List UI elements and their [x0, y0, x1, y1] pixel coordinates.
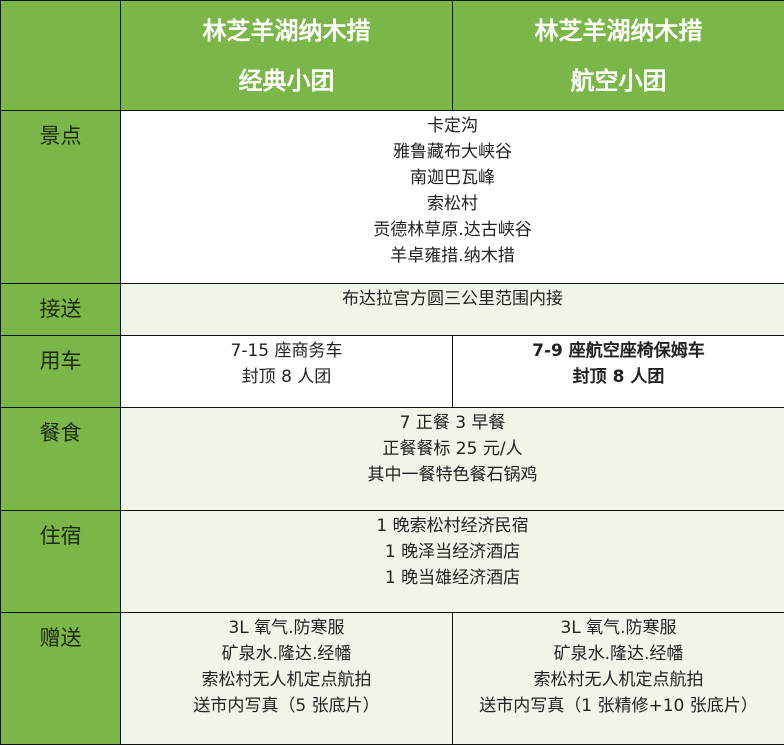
list-item: 贡德林草原.达古峡谷	[121, 217, 784, 243]
row-pickup: 接送 布达拉宫方圆三公里范围内接	[1, 284, 784, 336]
list-item: 封顶 8 人团	[121, 364, 452, 390]
list-item: 正餐餐标 25 元/人	[121, 436, 784, 462]
header-corner	[1, 1, 121, 111]
vehicle-classic-cell: 7-15 座商务车封顶 8 人团	[121, 336, 453, 408]
list-item: 矿泉水.隆达.经幡	[121, 641, 452, 667]
row-gifts: 赠送 3L 氧气.防寒服 矿泉水.隆达.经幡 索松村无人机定点航拍 送市内写真（…	[1, 613, 784, 745]
vehicle-air-cell: 7-9 座航空座椅保姆车封顶 8 人团	[453, 336, 784, 408]
header-air: 林芝羊湖纳木措航空小团	[453, 1, 784, 111]
lodging-cell: 1 晚索松村经济民宿 1 晚泽当经济酒店 1 晚当雄经济酒店	[121, 511, 784, 613]
list-item: 7-9 座航空座椅保姆车	[453, 338, 784, 364]
row-label: 赠送	[1, 613, 121, 745]
list-item: 1 晚泽当经济酒店	[121, 539, 784, 565]
row-label: 餐食	[1, 408, 121, 511]
row-scenic: 景点 卡定沟 雅鲁藏布大峡谷 南迦巴瓦峰 索松村 贡德林草原.达古峡谷 羊卓雍措…	[1, 111, 784, 284]
list-item: 索松村	[121, 191, 784, 217]
list-item: 3L 氧气.防寒服	[121, 615, 452, 641]
list-item: 其中一餐特色餐石锅鸡	[121, 462, 784, 488]
header-subtitle: 经典小团	[121, 56, 452, 106]
gifts-air-cell: 3L 氧气.防寒服 矿泉水.隆达.经幡 索松村无人机定点航拍 送市内写真（1 张…	[453, 613, 784, 745]
row-label: 景点	[1, 111, 121, 284]
header-title: 林芝羊湖纳木措	[453, 6, 784, 56]
gifts-classic-cell: 3L 氧气.防寒服 矿泉水.隆达.经幡 索松村无人机定点航拍 送市内写真（5 张…	[121, 613, 453, 745]
meals-cell: 7 正餐 3 早餐 正餐餐标 25 元/人 其中一餐特色餐石锅鸡	[121, 408, 784, 511]
list-item: 1 晚索松村经济民宿	[121, 513, 784, 539]
row-label: 住宿	[1, 511, 121, 613]
list-item: 羊卓雍措.纳木措	[121, 243, 784, 269]
list-item: 索松村无人机定点航拍	[121, 667, 452, 693]
list-item: 卡定沟	[121, 113, 784, 139]
list-item: 7-15 座商务车	[121, 338, 452, 364]
list-item: 7 正餐 3 早餐	[121, 410, 784, 436]
list-item: 矿泉水.隆达.经幡	[453, 641, 784, 667]
list-item: 3L 氧气.防寒服	[453, 615, 784, 641]
row-label: 接送	[1, 284, 121, 336]
list-item: 布达拉宫方圆三公里范围内接	[121, 286, 784, 312]
list-item: 封顶 8 人团	[453, 364, 784, 390]
header-title: 林芝羊湖纳木措	[121, 6, 452, 56]
list-item: 索松村无人机定点航拍	[453, 667, 784, 693]
row-meals: 餐食 7 正餐 3 早餐 正餐餐标 25 元/人 其中一餐特色餐石锅鸡	[1, 408, 784, 511]
list-item: 1 晚当雄经济酒店	[121, 565, 784, 591]
row-label: 用车	[1, 336, 121, 408]
list-item: 雅鲁藏布大峡谷	[121, 139, 784, 165]
scenic-cell: 卡定沟 雅鲁藏布大峡谷 南迦巴瓦峰 索松村 贡德林草原.达古峡谷 羊卓雍措.纳木…	[121, 111, 784, 284]
list-item: 送市内写真（1 张精修+10 张底片）	[453, 693, 784, 719]
header-subtitle: 航空小团	[453, 56, 784, 106]
header-classic: 林芝羊湖纳木措经典小团	[121, 1, 453, 111]
row-vehicle: 用车 7-15 座商务车封顶 8 人团 7-9 座航空座椅保姆车封顶 8 人团	[1, 336, 784, 408]
row-lodging: 住宿 1 晚索松村经济民宿 1 晚泽当经济酒店 1 晚当雄经济酒店	[1, 511, 784, 613]
header-row: 林芝羊湖纳木措经典小团 林芝羊湖纳木措航空小团	[1, 1, 784, 111]
list-item: 送市内写真（5 张底片）	[121, 693, 452, 719]
list-item: 南迦巴瓦峰	[121, 165, 784, 191]
pickup-cell: 布达拉宫方圆三公里范围内接	[121, 284, 784, 336]
